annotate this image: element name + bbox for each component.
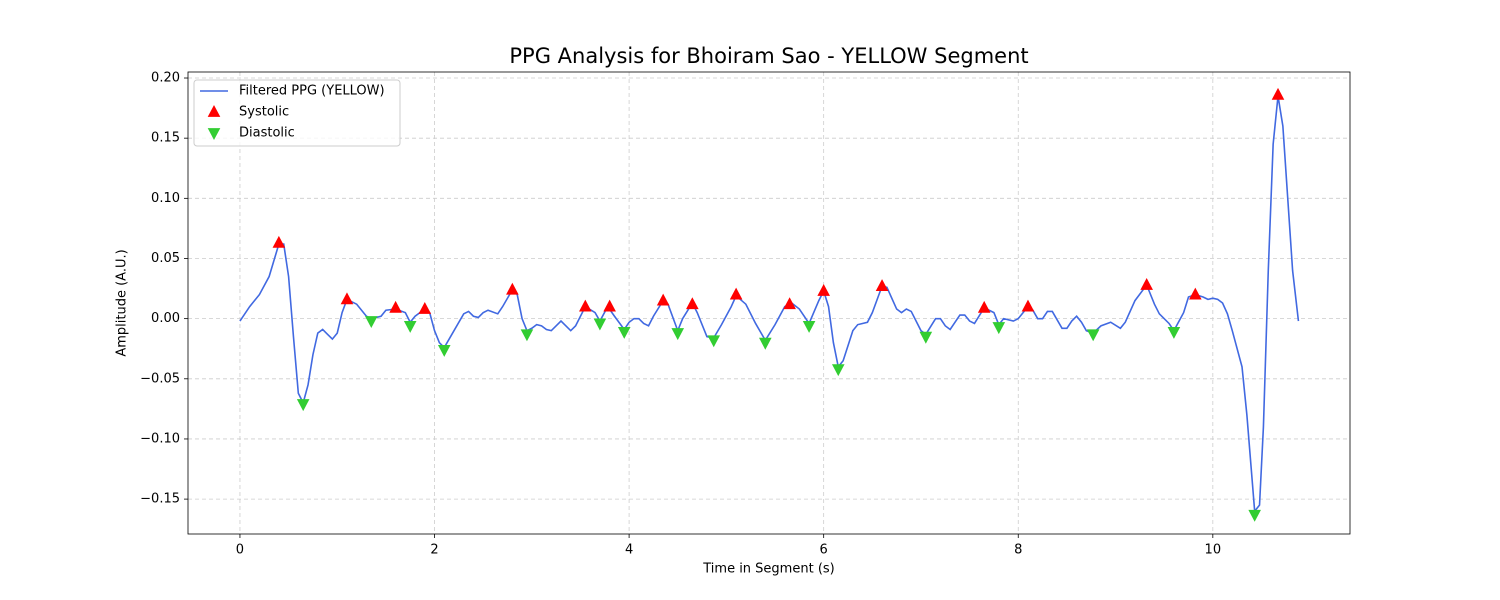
x-tick-label: 8 — [1014, 543, 1022, 558]
peak-marker — [875, 279, 889, 292]
x-tick-label: 0 — [236, 543, 244, 558]
peak-marker — [759, 337, 772, 350]
peak-marker — [977, 300, 991, 313]
y-tick-label: 0.00 — [151, 311, 180, 326]
peak-marker — [340, 292, 354, 305]
y-tick-label: −0.10 — [140, 431, 180, 446]
peak-marker — [403, 320, 417, 333]
peak-marker — [992, 322, 1006, 335]
plot-frame — [187, 71, 1351, 535]
legend-label: Diastolic — [239, 126, 295, 141]
peak-marker — [506, 282, 519, 295]
ppg-line — [239, 95, 1300, 514]
peak-marker — [1140, 277, 1153, 290]
peak-marker — [579, 299, 592, 312]
peak-marker — [817, 283, 830, 296]
peak-marker — [603, 299, 616, 312]
x-tick-label: 4 — [625, 543, 633, 558]
peak-marker — [707, 335, 721, 348]
peak-marker — [1167, 326, 1181, 339]
y-axis-label: Amplitude (A.U.) — [115, 249, 130, 356]
peak-marker — [296, 399, 310, 412]
legend-swatch — [207, 128, 221, 140]
y-tick-label: 0.15 — [151, 131, 180, 146]
peak-marker — [520, 329, 534, 342]
y-tick-label: 0.20 — [151, 71, 180, 86]
peak-marker — [418, 302, 432, 314]
peak-marker — [272, 235, 286, 248]
peak-marker — [729, 287, 743, 300]
peak-marker — [1086, 329, 1100, 342]
legend-label: Filtered PPG (YELLOW) — [239, 84, 385, 99]
peak-marker — [1021, 299, 1035, 312]
peak-marker — [364, 316, 378, 329]
y-tick-label: −0.05 — [140, 371, 180, 386]
peak-marker — [1248, 509, 1261, 522]
peak-marker — [802, 320, 816, 333]
y-tick-label: 0.10 — [151, 191, 180, 206]
x-tick-label: 2 — [430, 543, 438, 558]
x-tick-label: 6 — [820, 543, 828, 558]
legend-swatch — [207, 105, 221, 117]
peak-marker — [656, 293, 670, 306]
peak-marker — [389, 300, 402, 313]
legend-box — [193, 79, 401, 147]
peak-marker — [671, 328, 685, 341]
peak-marker — [686, 297, 699, 310]
peak-marker — [1271, 87, 1285, 100]
peak-marker — [593, 318, 607, 331]
y-tick-label: −0.15 — [140, 492, 180, 507]
peak-marker — [919, 331, 933, 344]
y-tick-label: 0.05 — [151, 251, 180, 266]
peak-marker — [783, 297, 796, 310]
chart-title: PPG Analysis for Bhoiram Sao - YELLOW Se… — [509, 44, 1028, 68]
peak-marker — [437, 345, 451, 357]
peak-marker — [1189, 287, 1202, 300]
legend-label: Systolic — [239, 105, 289, 120]
x-axis-label: Time in Segment (s) — [702, 562, 834, 577]
x-tick-label: 10 — [1205, 543, 1222, 558]
peak-marker — [617, 326, 631, 339]
peak-marker — [831, 364, 845, 377]
